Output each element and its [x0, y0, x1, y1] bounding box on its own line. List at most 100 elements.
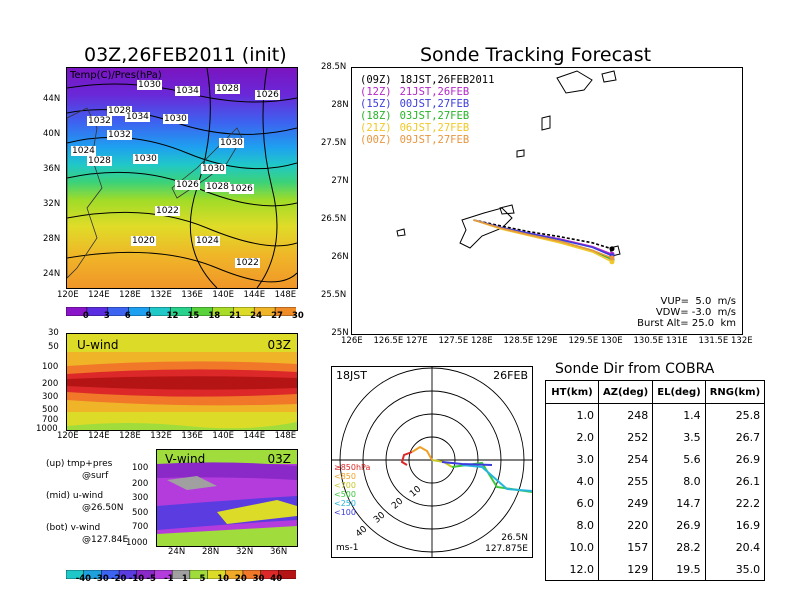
- table-header-cell: EL(deg): [652, 380, 706, 404]
- map-lon-tick: 140E: [212, 290, 234, 300]
- vwind-lat-tick: 32N: [236, 547, 254, 557]
- vwind-lat-tick: 28N: [202, 547, 220, 557]
- table-row: 8.0 220 26.9 16.9: [545, 514, 766, 536]
- table-cell: 22.2: [704, 492, 766, 514]
- polar-panel: 18JST 26FEB 10 20 30 40 ≥850hPa <850 <700 <500…: [331, 366, 533, 558]
- temp-colorbar-label: 9: [145, 311, 152, 321]
- track-legend-item: (09Z) 18JST,26FEB2011: [360, 74, 494, 86]
- uwind-label: U-wind: [77, 338, 119, 352]
- vwind-field-svg: [157, 450, 297, 546]
- table-header-cell: AZ(deg): [597, 380, 654, 404]
- table-cell: 8.0: [545, 514, 599, 536]
- uwind-pressure-tick: 100: [42, 362, 59, 372]
- table-cell: 14.7: [652, 492, 706, 514]
- isobar-label: 1024: [195, 236, 220, 246]
- track-series-line: [473, 219, 613, 250]
- polar-level-label: <700: [334, 481, 356, 490]
- wind-colorbar-label: -1: [164, 574, 174, 584]
- isobar-label: 1030: [163, 114, 188, 124]
- vwind-pressure-tick: 200: [132, 479, 149, 489]
- isobar-label: 1030: [133, 154, 158, 164]
- map-lon-tick: 136E: [181, 290, 203, 300]
- table-row: 6.0 249 14.7 22.2: [545, 492, 766, 514]
- vwind-panel: V-wind 03Z: [156, 449, 298, 547]
- wind-colorbar-label: -10: [128, 574, 145, 584]
- note-line2: @surf: [82, 471, 109, 481]
- uwind-pressure-tick: 200: [42, 379, 59, 389]
- table-cell: 20.4: [704, 536, 766, 558]
- sonde-table-title: Sonde Dir from COBRA: [555, 361, 715, 377]
- table-body: 1.0 248 1.4 25.8 2.0 252 3.5 26.7 3.0 254 5.6 26.9 4…: [545, 403, 766, 581]
- tracking-lon-tick: 127.5E: [438, 336, 469, 346]
- map-lon-tick: 144E: [243, 290, 266, 300]
- tracking-lon-tick: 126.5E: [373, 336, 404, 346]
- vwind-pressure-tick: 500: [132, 508, 149, 518]
- isobar-label: 1030: [137, 80, 162, 90]
- isobar-label: 1030: [219, 138, 244, 148]
- hodograph: [400, 445, 532, 493]
- wind-colorbar-label: -5: [146, 574, 156, 584]
- track-legend-item: (12Z) 21JST,26FEB: [360, 86, 494, 98]
- table-header-cell: RNG(km): [704, 380, 766, 404]
- wind-colorbar-label: 40: [270, 574, 283, 584]
- isobar-label: 1020: [131, 236, 156, 246]
- isobar-label: 1030: [201, 164, 226, 174]
- table-row: 4.0 255 8.0 26.1: [545, 470, 766, 492]
- isobar-label: 1032: [87, 116, 112, 126]
- isobar-label: 1032: [107, 130, 132, 140]
- table-header-cell: HT(km): [545, 380, 599, 404]
- temp-colorbar-label: 3: [103, 311, 110, 321]
- table-row: 10.0 157 28.2 20.4: [545, 536, 766, 558]
- temp-pressure-map: Temp(C)/Pres(hPa) 1030 1034 1028 1026 1028 10…: [66, 67, 298, 289]
- track-params: VUP= 5.0 m/s VDW= -3.0 m/s Burst Alt= 25.0…: [637, 296, 736, 329]
- map-title: 03Z,26FEB2011 (init): [84, 44, 287, 66]
- wind-colorbar-label: 20: [234, 574, 247, 584]
- vwind-pressure-tick: 300: [132, 493, 149, 503]
- tracking-lon-tick: 128E: [471, 336, 493, 346]
- tracking-lat-tick: 25.5N: [321, 290, 347, 300]
- table-cell: 26.9: [652, 514, 706, 536]
- isobar-label: 1022: [235, 258, 260, 268]
- track-legend-time: 00JST,27FEB: [399, 98, 470, 110]
- vwind-pressure-tick: 1000: [126, 538, 148, 548]
- temp-colorbar-label: 27: [271, 311, 283, 321]
- table-cell: 157: [597, 536, 654, 558]
- table-cell: 5.6: [652, 448, 706, 470]
- note-line1: (bot) v-wind: [46, 523, 101, 533]
- map-lon-tick: 148E: [274, 290, 297, 300]
- map-label: Temp(C)/Pres(hPa): [70, 70, 162, 81]
- isobar-label: 1026: [175, 180, 200, 190]
- table-cell: 3.5: [652, 426, 706, 448]
- vwind-pressure-tick: 100: [132, 463, 149, 473]
- table-cell: 26.7: [704, 426, 766, 448]
- table-cell: 254: [597, 448, 654, 470]
- table-cell: 248: [597, 403, 654, 426]
- track-legend-z: (15Z): [360, 98, 392, 110]
- tracking-title: Sonde Tracking Forecast: [420, 44, 652, 66]
- polar-unit: ms-1: [336, 543, 359, 553]
- track-param: VUP= 5.0 m/s: [660, 296, 736, 307]
- map-title-suffix: (init): [241, 44, 287, 66]
- tracking-lat-tick: 26.5N: [321, 214, 347, 224]
- tracking-lon-tick: 129.5E: [568, 336, 599, 346]
- isobar-label: 1026: [255, 90, 280, 100]
- tracking-lon-tick: 131.5E: [698, 336, 729, 346]
- note-line2: @127.84E: [82, 535, 129, 545]
- track-legend-z: (18Z): [360, 110, 392, 122]
- table-cell: 6.0: [545, 492, 599, 514]
- map-lat-tick: 36N: [43, 164, 61, 174]
- temp-colorbar-label: 21: [229, 311, 242, 321]
- table-cell: 4.0: [545, 470, 599, 492]
- polar-location-lat: 26.5N: [501, 533, 528, 543]
- track-end-point: [609, 259, 615, 265]
- isobar-label: 1028: [205, 182, 230, 192]
- track-legend-item: (00Z) 09JST,27FEB: [360, 134, 494, 146]
- tracking-map: (09Z) 18JST,26FEB2011 (12Z) 21JST,26FEB (15Z…: [351, 67, 743, 335]
- tracking-lon-tick: 127E: [406, 336, 428, 346]
- polar-location-lon: 127.875E: [485, 544, 528, 554]
- wind-colorbar-label: 30: [252, 574, 265, 584]
- polar-date: 26FEB: [493, 369, 528, 382]
- vwind-label: V-wind: [165, 452, 206, 466]
- tracking-lat-tick: 28N: [331, 100, 349, 110]
- temp-field: [67, 68, 297, 288]
